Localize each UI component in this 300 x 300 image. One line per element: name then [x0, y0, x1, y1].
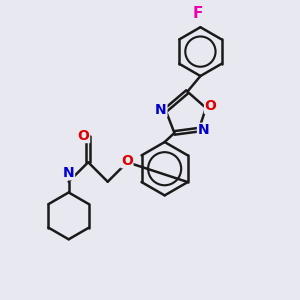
Text: N: N — [63, 166, 74, 180]
Text: N: N — [197, 123, 209, 137]
Text: O: O — [121, 154, 133, 168]
Text: F: F — [193, 6, 203, 21]
Text: O: O — [78, 128, 90, 142]
Text: O: O — [205, 99, 216, 113]
Text: N: N — [155, 103, 167, 116]
